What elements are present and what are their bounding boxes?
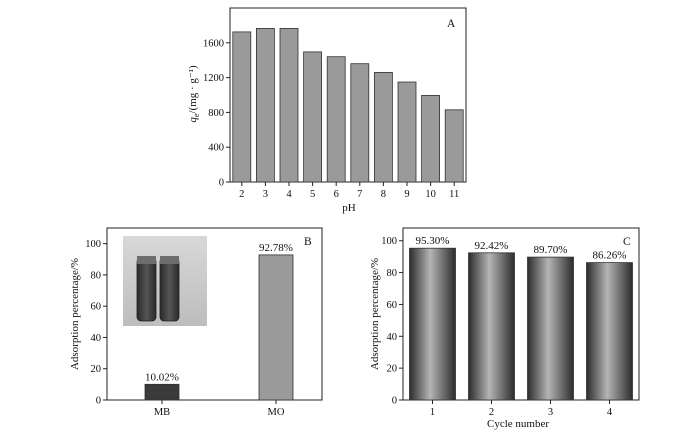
y-ticks-a: 0 400 800 1200 1600: [203, 38, 230, 189]
y-tick-label: 1600: [203, 38, 224, 49]
y-ticks-b: 0 20 40 60 80 100: [85, 239, 107, 407]
x-ticks-c: 1 2 3 4: [430, 400, 613, 418]
panel-tag-c: C: [623, 236, 631, 248]
x-tick-label: 5: [310, 189, 315, 200]
chart-panel-b: 10.02% 92.78% 0 20 40 60 80 100 MB MO B Adsorpt…: [69, 227, 323, 418]
x-tick-label: 2: [489, 407, 494, 418]
x-tick-label: 1: [430, 407, 435, 418]
bar-5: [303, 51, 323, 183]
value-label: 92.42%: [475, 240, 509, 252]
y-axis-label-a-sub: e: [192, 113, 201, 117]
data-labels-c: 95.30% 92.42% 89.70% 86.26%: [416, 235, 627, 261]
x-tick-label: MB: [154, 407, 170, 418]
bar-9: [397, 81, 417, 183]
y-tick-label: 800: [208, 108, 224, 119]
y-tick-label: 100: [381, 236, 397, 247]
bar-3: [527, 256, 574, 401]
y-tick-label: 0: [96, 396, 101, 407]
x-tick-label: 2: [239, 189, 244, 200]
y-tick-label: 60: [91, 302, 102, 313]
chart-panel-a: 0 400 800 1200 1600 2 3 4 5 6 7 8 9 10 11 A pH qe/(mg…: [187, 7, 467, 214]
bar-4: [586, 262, 633, 401]
inset-photo: [123, 236, 207, 326]
y-tick-label: 80: [387, 268, 398, 279]
y-tick-label: 1200: [203, 73, 224, 84]
panel-tag-a: A: [447, 18, 456, 30]
x-tick-label: 4: [607, 407, 613, 418]
panel-tag-b: B: [304, 236, 312, 248]
x-tick-label: 7: [357, 189, 362, 200]
bar-3: [255, 27, 275, 183]
bars-b: [144, 254, 294, 401]
x-tick-label: 9: [404, 189, 409, 200]
value-label: 89.70%: [534, 244, 568, 256]
bar-2: [468, 252, 515, 401]
y-tick-label: 80: [91, 270, 102, 281]
bars-c: [409, 247, 633, 401]
bar-mo: [258, 254, 294, 401]
bar-11: [444, 109, 464, 183]
bar-8: [373, 72, 393, 183]
x-ticks-a: 2 3 4 5 6 7 8 9 10 11: [239, 182, 459, 200]
bars-a: [232, 27, 464, 183]
bar-2: [232, 31, 252, 183]
plot-frame-c: [402, 227, 640, 401]
x-tick-label: 3: [263, 189, 268, 200]
y-tick-label: 0: [392, 396, 397, 407]
value-label: 95.30%: [416, 235, 450, 247]
value-label: 92.78%: [259, 242, 293, 254]
y-tick-label: 20: [91, 364, 102, 375]
x-tick-label: 8: [381, 189, 386, 200]
x-tick-label: MO: [268, 407, 285, 418]
y-axis-label-a: qe/(mg · g⁻¹): [187, 65, 201, 123]
plot-frame-b: [106, 227, 323, 401]
x-ticks-b: MB MO: [154, 400, 285, 418]
y-tick-label: 0: [219, 178, 224, 189]
value-label: 10.02%: [145, 371, 179, 383]
y-tick-label: 40: [387, 332, 398, 343]
y-tick-label: 400: [208, 143, 224, 154]
x-tick-label: 10: [425, 189, 436, 200]
x-axis-label-c: Cycle number: [487, 418, 549, 430]
value-label: 86.26%: [593, 250, 627, 262]
x-tick-label: 3: [548, 407, 553, 418]
x-tick-label: 4: [286, 189, 292, 200]
bar-10: [421, 95, 441, 183]
bar-1: [409, 247, 456, 401]
y-tick-label: 100: [85, 239, 101, 250]
x-axis-label-a: pH: [342, 202, 356, 214]
x-tick-label: 11: [449, 189, 459, 200]
x-tick-label: 6: [334, 189, 339, 200]
bar-6: [326, 56, 346, 183]
plot-frame-a: [229, 7, 467, 183]
y-axis-label-c: Adsorption percentage/%: [369, 258, 381, 370]
data-labels-b: 10.02% 92.78%: [145, 242, 293, 383]
y-tick-label: 20: [387, 364, 398, 375]
bar-7: [350, 63, 370, 183]
y-axis-label-b: Adsorption percentage/%: [69, 258, 81, 370]
y-tick-label: 60: [387, 300, 398, 311]
y-axis-label-a-rest: /(mg · g⁻¹): [187, 65, 199, 114]
y-tick-label: 40: [91, 333, 102, 344]
bar-4: [279, 27, 299, 183]
bar-mb: [144, 383, 180, 401]
y-axis-label-a-main: q: [187, 117, 199, 123]
y-ticks-c: 0 20 40 60 80 100: [381, 236, 403, 407]
chart-panel-c: 95.30% 92.42% 89.70% 86.26% 0 20 40 60 80 100 1 2…: [369, 227, 640, 430]
